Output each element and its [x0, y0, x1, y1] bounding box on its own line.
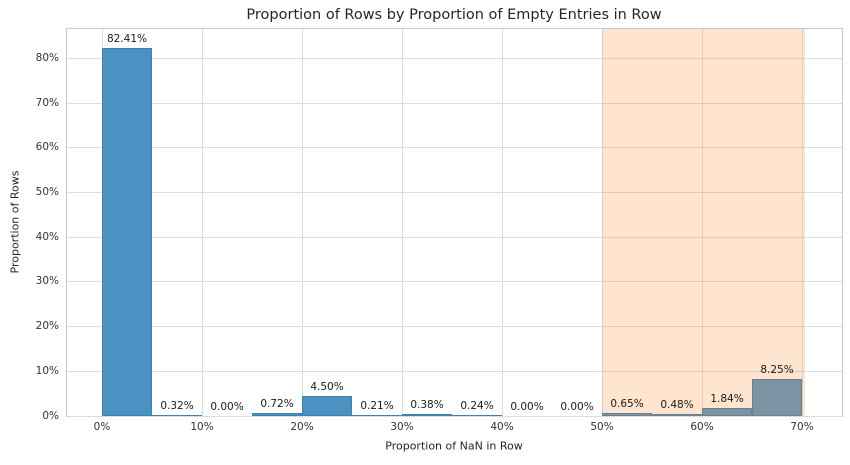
y-tick-label: 50% [35, 186, 59, 199]
bar-value-label: 0.21% [360, 400, 394, 413]
y-tick-label: 80% [35, 51, 59, 64]
y-gridline [67, 236, 842, 238]
x-gridline [201, 29, 203, 416]
x-gridline [301, 29, 303, 416]
x-tick-label: 70% [790, 421, 814, 433]
x-tick-label: 50% [590, 421, 614, 433]
bar-value-label: 0.72% [260, 397, 294, 410]
x-gridline [501, 29, 503, 416]
bar [402, 414, 452, 416]
x-gridline [401, 29, 403, 416]
x-tick-label: 20% [290, 421, 314, 433]
x-gridline [701, 29, 703, 416]
bar-value-label: 0.00% [210, 401, 244, 413]
bar [352, 415, 402, 416]
bar-value-label: 0.00% [560, 401, 594, 413]
y-gridline [67, 415, 842, 417]
y-tick-label: 30% [35, 275, 59, 288]
y-gridline [67, 192, 842, 194]
bar [652, 413, 702, 416]
bar [752, 379, 802, 416]
bar [302, 395, 352, 416]
x-gridline [601, 29, 603, 416]
y-gridline [67, 57, 842, 59]
x-tick-label: 30% [390, 421, 414, 433]
bar [252, 412, 302, 416]
bar-value-label: 0.65% [610, 398, 644, 411]
y-tick-label: 40% [35, 230, 59, 243]
bar-value-label: 0.38% [410, 399, 444, 412]
bar-value-label: 1.84% [710, 392, 744, 405]
bar-value-label: 0.24% [460, 399, 494, 412]
plot-area: 82.41% 0.32% 0.00% 0.72% 4.50% 0.21% 0.38% 0.24… [67, 29, 842, 417]
y-gridline [67, 370, 842, 372]
bar [452, 414, 502, 416]
x-axis-label: Proportion of NaN in Row [385, 439, 523, 453]
bar-value-label: 0.48% [660, 398, 694, 411]
y-tick-label: 60% [35, 141, 59, 154]
bar-value-label: 0.00% [510, 401, 544, 413]
y-tick-label: 10% [35, 364, 59, 377]
bar-value-label: 4.50% [310, 380, 344, 393]
y-tick-label: 20% [35, 320, 59, 333]
x-tick-label: 60% [690, 421, 714, 433]
y-gridline [67, 281, 842, 283]
y-tick-label: 70% [35, 96, 59, 109]
bar-value-label: 82.41% [106, 32, 148, 45]
bar [602, 413, 652, 416]
bar [702, 407, 752, 416]
x-tick-label: 10% [190, 421, 214, 433]
bar [102, 47, 152, 416]
x-tick-label: 40% [490, 421, 514, 433]
y-gridline [67, 147, 842, 149]
chart-title: Proportion of Rows by Proportion of Empt… [246, 7, 662, 23]
bar-value-label: 8.25% [760, 364, 794, 377]
x-gridline [801, 29, 803, 416]
highlight-region [602, 29, 805, 416]
bar-value-label: 0.32% [160, 399, 194, 412]
y-gridline [67, 326, 842, 328]
x-tick-label: 0% [93, 421, 111, 433]
y-gridline [67, 102, 842, 104]
bar [152, 414, 202, 416]
y-tick-label: 0% [42, 409, 59, 422]
